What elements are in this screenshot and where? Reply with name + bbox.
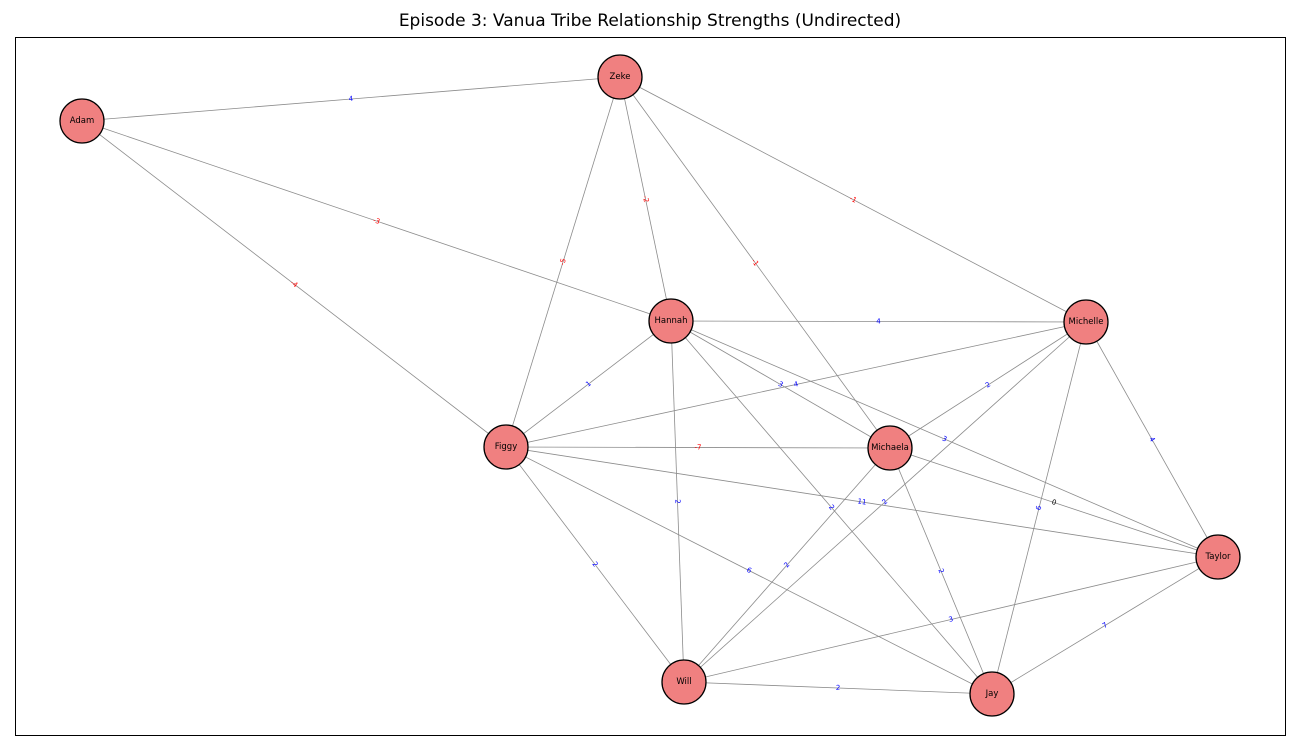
edge-weight-label: 11 — [857, 497, 867, 506]
edge-weight-label: -7 — [694, 443, 701, 451]
node-circle — [1195, 534, 1241, 580]
edge-weight-label: 6 — [1035, 504, 1044, 511]
edge-michelle-figgy — [505, 321, 1087, 448]
node-circle — [661, 659, 707, 705]
edge-hannah-will — [670, 320, 685, 683]
edge-figgy-michaela — [505, 446, 891, 449]
plot-frame — [15, 37, 1286, 736]
edge-michelle-taylor — [1085, 321, 1219, 558]
node-zeke: Zeke — [597, 54, 643, 100]
node-circle — [648, 298, 694, 344]
node-label: Michelle — [1069, 317, 1104, 327]
node-taylor: Taylor — [1195, 534, 1241, 580]
edge-weight-label: 1 — [584, 379, 592, 388]
edge-michelle-michaela — [889, 321, 1087, 449]
edge-weight-label: 3 — [941, 434, 948, 443]
edge-weight-label: -5 — [558, 257, 568, 266]
edge-weight-label: 3 — [948, 615, 954, 624]
node-label: Hannah — [655, 316, 688, 326]
node-layer: Zeke Adam Hannah Michelle Figgy Michaela Taylo… — [59, 54, 1241, 717]
edge-weight-label: 2 — [783, 561, 792, 570]
edge-weight-label: 3 — [777, 380, 785, 389]
edge-weight-label: -1 — [848, 194, 858, 204]
edge-taylor-will — [683, 556, 1219, 683]
node-label: Figgy — [495, 442, 517, 452]
edge-weight-label: -2 — [641, 195, 650, 203]
node-circle — [597, 54, 643, 100]
edge-will-jay — [683, 681, 993, 695]
edge-weight-label: 4 — [793, 380, 800, 389]
edge-weight-label: 4 — [876, 317, 881, 325]
edge-zeke-figgy — [505, 76, 621, 448]
node-will: Will — [661, 659, 707, 705]
edge-weight-label: 4 — [348, 95, 354, 103]
edge-zeke-michelle — [619, 76, 1087, 323]
node-circle — [969, 671, 1015, 717]
edge-weight-label: 0 — [1051, 498, 1058, 507]
edge-hannah-michaela — [670, 320, 891, 449]
edge-layer — [81, 76, 1219, 695]
edge-weight-label: 2 — [673, 499, 681, 504]
edge-weight-label: 2 — [984, 380, 992, 389]
node-label: Taylor — [1204, 552, 1231, 562]
node-adam: Adam — [59, 98, 105, 144]
node-hannah: Hannah — [648, 298, 694, 344]
node-circle — [1063, 299, 1109, 345]
edge-weight-label: 6 — [745, 566, 753, 575]
node-label: Michaela — [871, 443, 909, 453]
edge-figgy-jay — [505, 446, 993, 695]
edge-figgy-will — [505, 446, 685, 683]
edge-weight-label: 2 — [881, 498, 890, 507]
node-label: Jay — [985, 689, 999, 699]
edge-weight-label: -3 — [372, 216, 381, 226]
node-circle — [483, 424, 529, 470]
edge-weight-label: 2 — [936, 567, 945, 574]
edge-adam-zeke — [81, 76, 621, 122]
node-circle — [867, 425, 913, 471]
edge-adam-figgy — [81, 120, 507, 448]
node-label: Adam — [70, 116, 95, 126]
edge-zeke-michaela — [619, 76, 891, 449]
edge-hannah-jay — [670, 320, 993, 695]
edge-weight-label: -4 — [289, 279, 300, 290]
edge-weight-label: 2 — [590, 560, 599, 568]
edge-figgy-taylor — [505, 446, 1219, 558]
node-label: Will — [676, 677, 691, 687]
edge-michaela-jay — [889, 447, 993, 695]
edge-weight-label: -1 — [750, 257, 761, 267]
node-label: Zeke — [610, 72, 631, 82]
edge-michaela-taylor — [889, 447, 1219, 558]
chart-title: Episode 3: Vanua Tribe Relationship Stre… — [398, 11, 902, 31]
edge-michelle-jay — [991, 321, 1087, 695]
node-jay: Jay — [969, 671, 1015, 717]
edge-weight-label: 2 — [827, 503, 836, 512]
edge-hannah-michelle — [670, 320, 1087, 323]
edge-weight-label: 4 — [1147, 436, 1156, 444]
edge-adam-hannah — [81, 120, 672, 322]
edge-hannah-taylor — [670, 320, 1219, 558]
edge-weight-label: 2 — [836, 684, 841, 692]
node-michaela: Michaela — [867, 425, 913, 471]
edge-zeke-hannah — [619, 76, 672, 322]
edge-weight-label: 7 — [1101, 621, 1109, 630]
edge-michaela-will — [683, 447, 891, 683]
node-michelle: Michelle — [1063, 299, 1109, 345]
node-figgy: Figgy — [483, 424, 529, 470]
edge-hannah-figgy — [505, 320, 672, 448]
edge-taylor-jay — [991, 556, 1219, 695]
node-circle — [59, 98, 105, 144]
edge-michelle-will — [683, 321, 1087, 683]
